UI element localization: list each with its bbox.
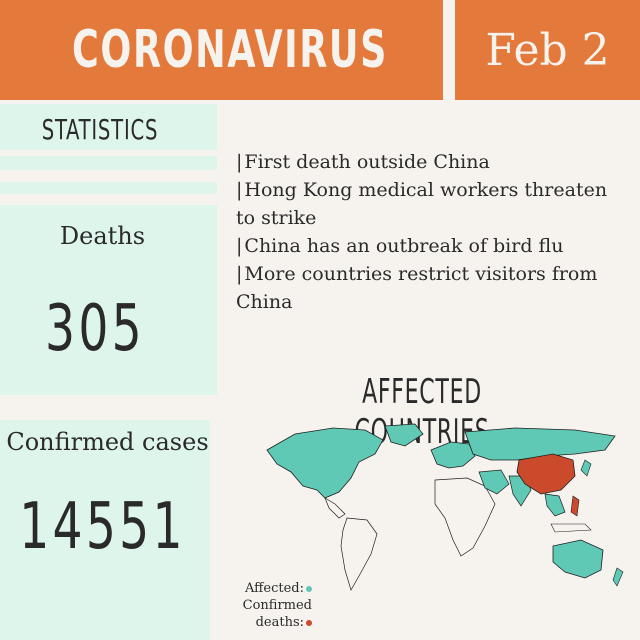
news-list: | First death outside China | Hong Kong me…	[236, 148, 626, 316]
cases-label: Confirmed cases	[6, 428, 209, 456]
legend-deaths-line1: Confirmed	[242, 598, 312, 613]
statistics-strip	[0, 104, 217, 150]
statistics-heading: STATISTICS	[41, 112, 159, 146]
europe-shape	[430, 441, 476, 469]
central-america-shape	[324, 497, 346, 519]
deaths-dot	[306, 619, 312, 626]
news-item: | First death outside China	[236, 151, 490, 173]
philippines-shape	[570, 495, 580, 517]
middle-east-shape	[478, 469, 510, 495]
world-map	[266, 423, 624, 591]
southeast-asia-shape	[544, 493, 566, 517]
decor-strip	[0, 182, 217, 194]
china-shape	[516, 453, 576, 495]
date-label: Feb 2	[485, 24, 610, 76]
north-america-shape	[266, 427, 384, 499]
cases-panel	[0, 420, 210, 640]
australia-shape	[552, 539, 604, 579]
deaths-value: 305	[45, 292, 145, 366]
japan-shape	[580, 459, 592, 477]
news-item: | Hong Kong medical workers threaten to s…	[236, 179, 608, 229]
page-title: CORONAVIRUS	[72, 20, 388, 80]
news-item: | More countries restrict visitors from C…	[236, 263, 598, 313]
south-america-shape	[340, 517, 378, 591]
new-zealand-shape	[612, 567, 624, 587]
affected-dot	[306, 585, 312, 592]
deaths-panel	[0, 205, 217, 395]
decor-strip	[0, 156, 217, 170]
greenland-shape	[384, 423, 424, 447]
indonesia-shape	[550, 523, 592, 533]
date-banner	[455, 0, 640, 100]
legend-deaths: deaths:	[222, 614, 312, 631]
cases-value: 14551	[19, 490, 186, 564]
news-item: | China has an outbreak of bird flu	[236, 235, 564, 257]
header-banner	[0, 0, 443, 100]
africa-shape	[434, 477, 496, 557]
map-legend: Affected: Confirmed deaths:	[222, 580, 312, 631]
russia-shape	[464, 427, 616, 461]
deaths-label: Deaths	[59, 222, 146, 250]
legend-affected: Affected:	[222, 580, 312, 597]
